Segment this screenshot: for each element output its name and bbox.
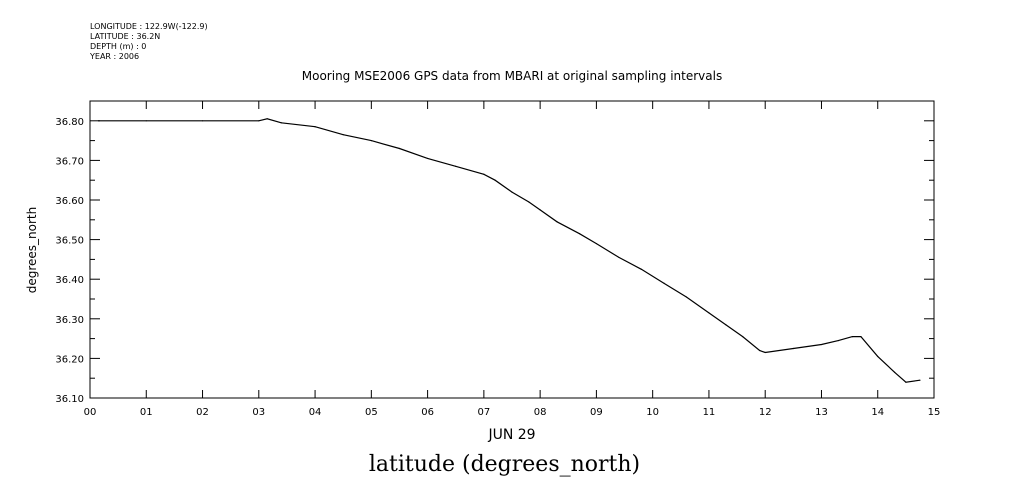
x-tick-label-5: 05 bbox=[365, 407, 378, 418]
data-point bbox=[266, 118, 268, 120]
data-point bbox=[398, 147, 401, 150]
x-tick-label-9: 09 bbox=[590, 407, 603, 418]
metadata-block: LONGITUDE : 122.9W(-122.9) LATITUDE : 36… bbox=[90, 22, 208, 62]
data-point bbox=[919, 379, 921, 381]
data-point bbox=[258, 120, 260, 122]
year-text: YEAR : 2006 bbox=[90, 52, 140, 61]
chart-title: Mooring MSE2006 GPS data from MBARI at o… bbox=[302, 69, 722, 83]
x-tick-label-15: 15 bbox=[928, 407, 941, 418]
y-tick-label-3: 36.40 bbox=[55, 275, 84, 286]
latitude-text: LATITUDE : 36.2N bbox=[90, 32, 161, 41]
x-tick-label-12: 12 bbox=[759, 407, 772, 418]
x-tick-label-10: 10 bbox=[646, 407, 659, 418]
data-point bbox=[742, 336, 744, 338]
y-tick-label-4: 36.50 bbox=[55, 236, 84, 247]
data-points bbox=[97, 118, 921, 383]
data-point bbox=[97, 120, 100, 122]
x-tick-label-13: 13 bbox=[815, 407, 828, 418]
x-tick-label-0: 00 bbox=[84, 407, 97, 418]
x-tick-label-8: 08 bbox=[534, 407, 547, 418]
y-tick-label-5: 36.60 bbox=[55, 196, 84, 207]
x-axis-label: JUN 29 bbox=[487, 427, 535, 443]
data-point bbox=[427, 157, 429, 160]
data-point bbox=[894, 371, 896, 373]
x-tick-label-11: 11 bbox=[703, 407, 716, 418]
data-point bbox=[494, 179, 496, 181]
data-point bbox=[708, 312, 710, 314]
y-tick-label-0: 36.10 bbox=[55, 394, 84, 405]
data-point bbox=[145, 120, 147, 122]
data-point bbox=[455, 165, 457, 167]
y-tick-label-1: 36.20 bbox=[55, 354, 84, 365]
y-axis: 36.10 36.20 36.30 36.40 36.50 36.60 36.70 36.80 bbox=[55, 117, 934, 405]
x-tick-label-4: 04 bbox=[309, 407, 322, 418]
data-point bbox=[877, 355, 879, 358]
data-point bbox=[578, 233, 581, 235]
y-tick-label-6: 36.70 bbox=[55, 156, 84, 167]
x-tick-label-6: 06 bbox=[421, 407, 434, 418]
y-tick-label-7: 36.80 bbox=[55, 117, 84, 128]
y-tick-label-2: 36.30 bbox=[55, 315, 84, 326]
data-point bbox=[640, 268, 643, 270]
data-point bbox=[556, 221, 558, 223]
data-point bbox=[663, 282, 665, 284]
x-tick-label-14: 14 bbox=[871, 407, 884, 418]
y-axis-label: degrees_north bbox=[25, 207, 39, 294]
latitude-series-line bbox=[98, 118, 920, 383]
x-tick-label-2: 02 bbox=[196, 407, 209, 418]
depth-text: DEPTH (m) : 0 bbox=[90, 42, 147, 51]
data-point bbox=[314, 126, 316, 128]
data-point bbox=[820, 343, 823, 346]
data-point bbox=[342, 134, 344, 136]
caption: latitude (degrees_north) bbox=[368, 452, 641, 477]
longitude-text: LONGITUDE : 122.9W(-122.9) bbox=[90, 22, 208, 31]
data-point bbox=[528, 201, 530, 203]
data-point bbox=[618, 256, 620, 259]
data-point bbox=[725, 324, 727, 326]
data-point bbox=[370, 140, 372, 142]
plot-frame bbox=[89, 100, 935, 399]
x-tick-label-7: 07 bbox=[477, 407, 490, 418]
data-point bbox=[539, 209, 541, 211]
data-point bbox=[595, 242, 598, 245]
data-point bbox=[860, 336, 862, 338]
x-tick-label-1: 01 bbox=[140, 407, 153, 418]
data-point bbox=[758, 349, 761, 352]
data-point bbox=[792, 347, 794, 350]
data-point bbox=[483, 173, 485, 175]
data-point bbox=[837, 339, 839, 342]
x-axis: 00 01 02 03 04 05 06 07 08 09 10 11 12 13 14 15 bbox=[84, 101, 941, 418]
data-point bbox=[905, 381, 907, 383]
data-point bbox=[511, 191, 513, 193]
data-point bbox=[280, 122, 282, 124]
data-point bbox=[685, 296, 688, 298]
data-point bbox=[764, 351, 766, 354]
data-point bbox=[851, 336, 854, 338]
data-point bbox=[201, 120, 204, 122]
x-tick-label-3: 03 bbox=[252, 407, 265, 418]
